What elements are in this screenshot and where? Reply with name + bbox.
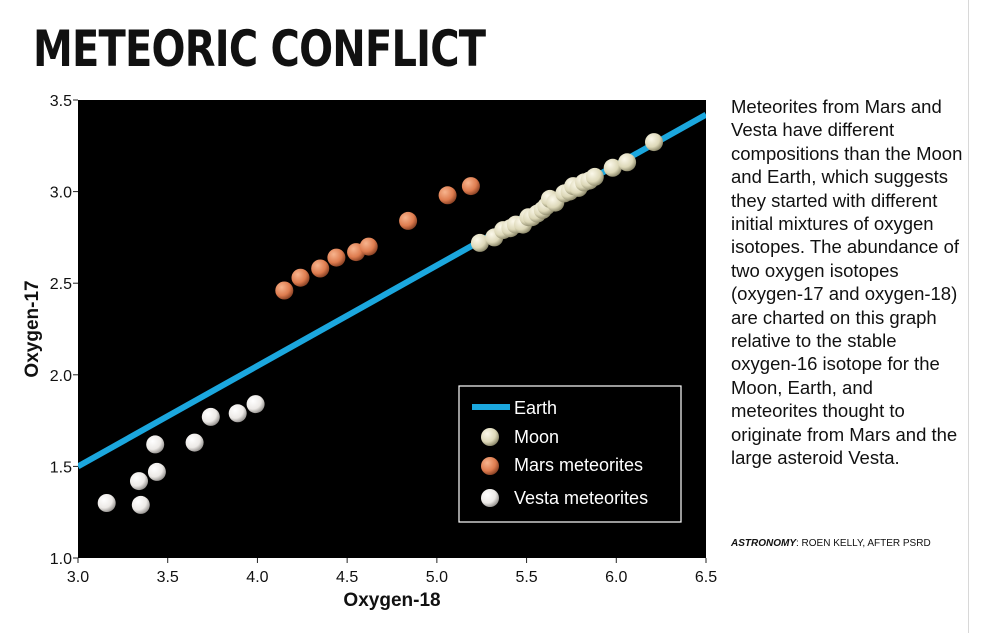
y-tick-label: 1.0: [50, 551, 72, 568]
vesta-point: [130, 472, 148, 491]
vesta-point: [131, 495, 150, 514]
legend-vesta-label: Vesta meteorites: [514, 488, 648, 508]
y-tick-label: 3.0: [50, 185, 72, 202]
moon-point: [470, 233, 489, 252]
mars-point: [311, 259, 330, 278]
mars-point: [359, 237, 378, 256]
x-tick-label: 6.5: [695, 569, 717, 586]
y-tick-label: 3.5: [50, 93, 72, 110]
legend-mars-label: Mars meteorites: [514, 455, 643, 475]
legend-moon-label: Moon: [514, 427, 559, 447]
moon-point: [645, 133, 663, 152]
x-axis-label: Oxygen-18: [343, 590, 440, 611]
legend-vesta-swatch: [481, 489, 499, 507]
mars-point: [327, 248, 346, 267]
mars-point: [438, 186, 457, 205]
moon-point: [585, 167, 604, 186]
mars-point: [291, 268, 310, 287]
credit-text: : ROEN KELLY, AFTER PSRD: [796, 538, 931, 549]
x-tick-label: 4.0: [246, 569, 268, 586]
vesta-point: [185, 433, 204, 452]
moon-point: [603, 158, 622, 177]
right-edge-rule: [968, 0, 969, 633]
chart-title: METEORIC CONFLICT: [33, 20, 486, 78]
vesta-point: [201, 407, 220, 426]
moon-point: [618, 153, 637, 172]
credit-publication: ASTRONOMY: [731, 538, 796, 549]
x-tick-label: 5.5: [515, 569, 537, 586]
legend-mars-swatch: [481, 457, 499, 475]
mars-point: [461, 177, 480, 196]
x-tick-label: 6.0: [605, 569, 627, 586]
mars-point: [275, 281, 294, 300]
y-tick-label: 1.5: [50, 459, 72, 476]
legend-moon-swatch: [481, 428, 499, 446]
vesta-point: [146, 435, 165, 454]
mars-point: [399, 211, 418, 230]
x-tick-label: 4.5: [336, 569, 358, 586]
y-axis-label: Oxygen-17: [22, 280, 43, 377]
y-tick-label: 2.5: [50, 276, 72, 293]
legend-earth-label: Earth: [514, 398, 557, 418]
y-tick-label: 2.0: [50, 368, 72, 385]
x-tick-label: 5.0: [426, 569, 448, 586]
x-tick-label: 3.0: [67, 569, 89, 586]
x-tick-label: 3.5: [157, 569, 179, 586]
vesta-point: [97, 494, 116, 512]
vesta-point: [147, 462, 166, 481]
vesta-point: [246, 395, 265, 414]
credit-line: ASTRONOMY: ROEN KELLY, AFTER PSRD: [731, 537, 966, 551]
legend: Earth Moon Mars meteorites Vesta meteori…: [458, 385, 682, 523]
vesta-point: [228, 404, 247, 423]
description-text: Meteorites from Mars and Vesta have diff…: [731, 96, 963, 469]
